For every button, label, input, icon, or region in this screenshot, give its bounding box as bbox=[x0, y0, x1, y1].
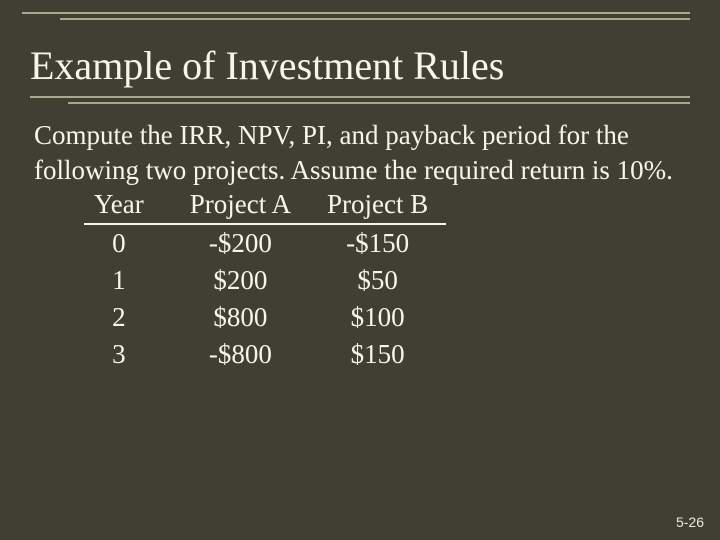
cell-year: 0 bbox=[84, 224, 172, 262]
cell-project-b: $50 bbox=[309, 262, 446, 299]
projects-table: Year Project A Project B 0 -$200 -$150 1… bbox=[84, 189, 446, 373]
title-rule-group bbox=[30, 96, 690, 104]
cell-project-a: $200 bbox=[172, 262, 309, 299]
cell-project-b: $150 bbox=[309, 336, 446, 373]
cell-project-b: $100 bbox=[309, 299, 446, 336]
header-year: Year bbox=[84, 189, 172, 224]
cell-year: 3 bbox=[84, 336, 172, 373]
cell-project-a: -$800 bbox=[172, 336, 309, 373]
cell-year: 2 bbox=[84, 299, 172, 336]
cell-project-b: -$150 bbox=[309, 224, 446, 262]
data-table-wrap: Year Project A Project B 0 -$200 -$150 1… bbox=[84, 189, 720, 373]
header-project-a: Project A bbox=[172, 189, 309, 224]
title-rule-2 bbox=[68, 102, 690, 104]
slide-number: 5-26 bbox=[676, 514, 704, 530]
top-rule-group bbox=[0, 0, 720, 20]
title-block: Example of Investment Rules bbox=[30, 44, 690, 88]
cell-project-a: $800 bbox=[172, 299, 309, 336]
header-project-b: Project B bbox=[309, 189, 446, 224]
top-rule-2 bbox=[60, 18, 690, 20]
cell-project-a: -$200 bbox=[172, 224, 309, 262]
table-row: 1 $200 $50 bbox=[84, 262, 446, 299]
table-header-row: Year Project A Project B bbox=[84, 189, 446, 224]
cell-year: 1 bbox=[84, 262, 172, 299]
title-rule-1 bbox=[30, 96, 690, 98]
table-row: 2 $800 $100 bbox=[84, 299, 446, 336]
top-rule-1 bbox=[22, 12, 690, 14]
slide-title: Example of Investment Rules bbox=[30, 44, 690, 88]
problem-statement: Compute the IRR, NPV, PI, and payback pe… bbox=[34, 118, 690, 187]
table-row: 0 -$200 -$150 bbox=[84, 224, 446, 262]
table-row: 3 -$800 $150 bbox=[84, 336, 446, 373]
